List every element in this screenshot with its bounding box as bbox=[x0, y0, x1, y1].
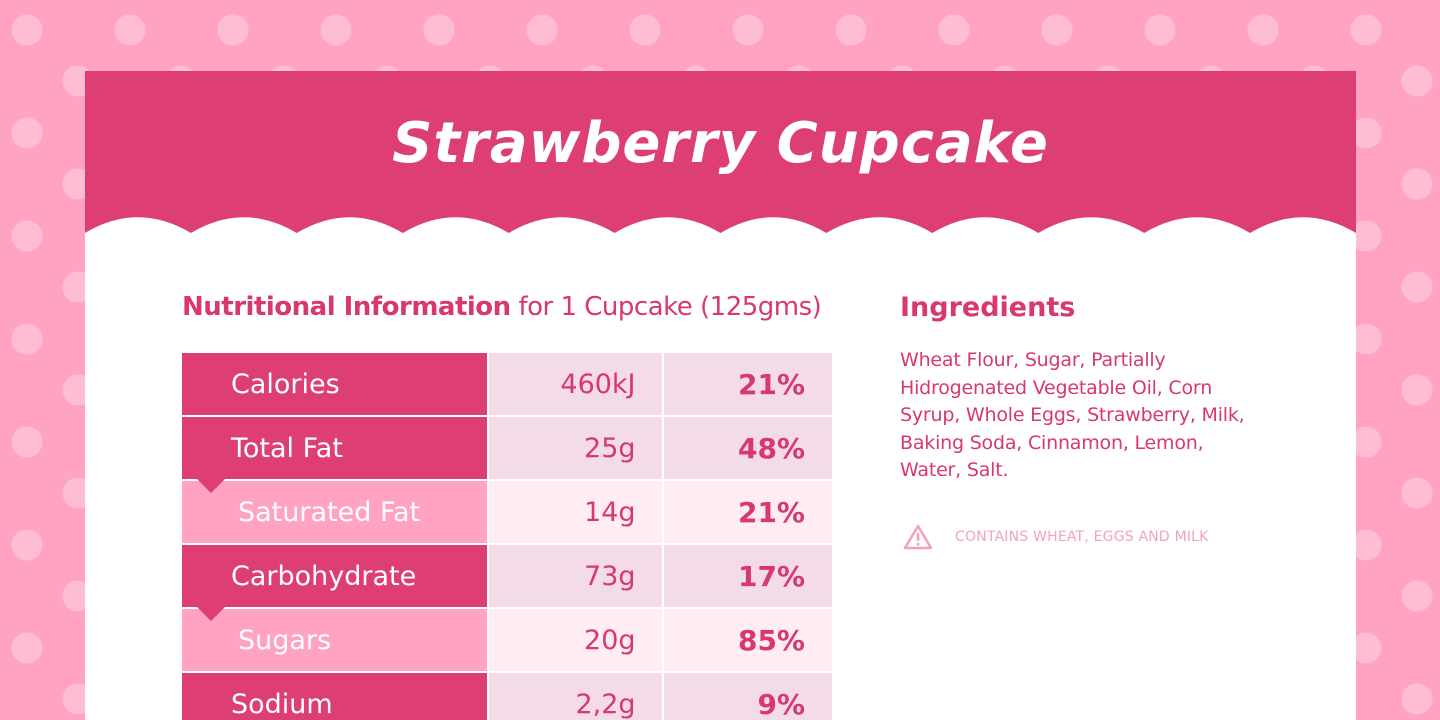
ingredients-text: Wheat Flour, Sugar, Partially Hidrogenat… bbox=[900, 349, 1245, 481]
nutrient-amount: 460kJ bbox=[489, 353, 662, 415]
nutrient-daily-percent: 21% bbox=[663, 481, 832, 543]
nutrition-card: Strawberry Cupcake Nutritional Informati… bbox=[85, 71, 1356, 720]
nutrient-daily-percent: 85% bbox=[663, 609, 832, 671]
nutrient-amount: 73g bbox=[489, 545, 662, 607]
nutrient-name: Saturated Fat bbox=[182, 481, 488, 543]
nutrient-name: Calories bbox=[182, 353, 488, 415]
nutrition-row: Carbohydrate 73g 17% bbox=[182, 545, 833, 621]
row-pointer-notch bbox=[194, 604, 228, 621]
nutrient-amount: 2,2g bbox=[489, 673, 662, 720]
nutrient-amount: 14g bbox=[489, 481, 662, 543]
nutrient-daily-percent: 9% bbox=[663, 673, 833, 720]
nutrition-row: Calories 460kJ 21% bbox=[182, 353, 833, 417]
nutrient-name: Sugars bbox=[182, 609, 488, 671]
nutrient-amount: 20g bbox=[489, 609, 662, 671]
nutrient-daily-percent: 48% bbox=[663, 417, 833, 479]
nutrient-daily-percent: 17% bbox=[663, 545, 833, 607]
nutrition-row: Saturated Fat 14g 21% bbox=[182, 481, 832, 545]
nutrition-table: Calories 460kJ 21% Total Fat 25g 48% Saturated… bbox=[182, 353, 833, 720]
nutrition-heading-serving: for 1 Cupcake (125gms) bbox=[518, 292, 822, 322]
nutrition-row: Total Fat 25g 48% bbox=[182, 417, 833, 493]
wavy-banner-shape bbox=[85, 71, 1356, 233]
allergen-warning: CONTAINS WHEAT, EGGS AND MILK bbox=[903, 523, 1209, 551]
nutrient-name: Total Fat bbox=[182, 417, 488, 479]
nutrient-amount: 25g bbox=[489, 417, 662, 479]
nutrient-daily-percent: 21% bbox=[663, 353, 833, 415]
nutrient-name: Sodium bbox=[182, 673, 488, 720]
allergen-warning-text: CONTAINS WHEAT, EGGS AND MILK bbox=[955, 529, 1209, 545]
nutrient-name: Carbohydrate bbox=[182, 545, 488, 607]
nutrition-heading: Nutritional Information for 1 Cupcake (1… bbox=[182, 292, 822, 322]
title-banner: Strawberry Cupcake bbox=[85, 71, 1356, 305]
nutrition-row: Sugars 20g 85% bbox=[182, 609, 832, 673]
nutrition-heading-bold: Nutritional Information bbox=[182, 292, 511, 322]
warning-triangle-icon bbox=[903, 524, 933, 550]
nutrition-row: Sodium 2,2g 9% bbox=[182, 673, 833, 720]
page-title: Strawberry Cupcake bbox=[392, 111, 1049, 176]
row-pointer-notch bbox=[194, 476, 228, 493]
ingredients-heading: Ingredients bbox=[900, 292, 1076, 323]
